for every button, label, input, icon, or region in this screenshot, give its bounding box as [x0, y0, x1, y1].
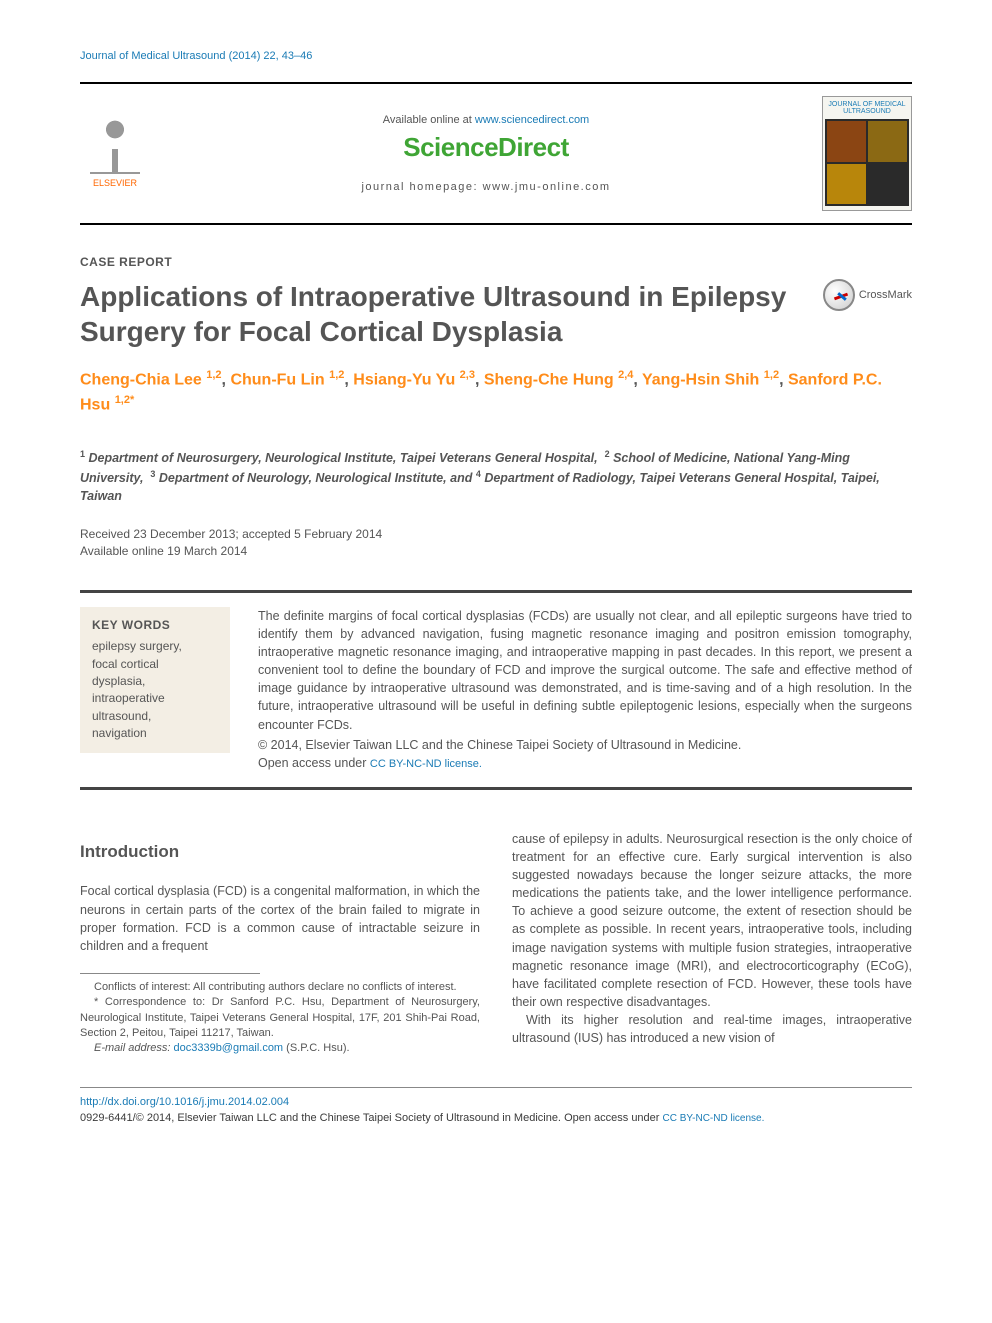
abstract-row: KEY WORDS epilepsy surgery, focal cortic… [80, 590, 912, 790]
issn-copyright: 0929-6441/© 2014, Elsevier Taiwan LLC an… [80, 1110, 912, 1127]
abstract-license: Open access under CC BY-NC-ND license. [258, 754, 912, 773]
available-online-date: Available online 19 March 2014 [80, 543, 912, 560]
correspondence-footnote: * Correspondence to: Dr Sanford P.C. Hsu… [80, 995, 480, 1041]
journal-reference: Journal of Medical Ultrasound (2014) 22,… [80, 50, 912, 62]
homepage-url[interactable]: www.jmu-online.com [483, 181, 611, 193]
body-columns: Introduction Focal cortical dysplasia (F… [80, 830, 912, 1057]
keywords-list: epilepsy surgery, focal cortical dysplas… [92, 638, 218, 742]
homepage-label: journal homepage: [361, 181, 482, 193]
keywords-title: KEY WORDS [92, 617, 218, 634]
license-link[interactable]: CC BY-NC-ND license. [370, 758, 482, 770]
available-online-text: Available online at www.sciencedirect.co… [170, 114, 802, 126]
abstract-copyright: © 2014, Elsevier Taiwan LLC and the Chin… [258, 736, 912, 754]
email-suffix: (S.P.C. Hsu). [283, 1042, 349, 1054]
homepage-text: journal homepage: www.jmu-online.com [170, 181, 802, 193]
section-title-introduction: Introduction [80, 840, 480, 865]
header-box: ELSEVIER Available online at www.science… [80, 82, 912, 225]
doi-link[interactable]: http://dx.doi.org/10.1016/j.jmu.2014.02.… [80, 1094, 912, 1111]
crossmark-icon [823, 279, 855, 311]
crossmark-label: CrossMark [859, 289, 912, 301]
crossmark-widget[interactable]: CrossMark [823, 279, 912, 311]
email-label: E-mail address: [94, 1042, 173, 1054]
publisher-name: ELSEVIER [93, 178, 137, 188]
sciencedirect-brand: ScienceDirect [170, 132, 802, 163]
header-center: Available online at www.sciencedirect.co… [170, 114, 802, 193]
received-accepted: Received 23 December 2013; accepted 5 Fe… [80, 526, 912, 543]
cover-title: JOURNAL OF MEDICAL ULTRASOUND [825, 101, 909, 115]
intro-para2: With its higher resolution and real-time… [512, 1011, 912, 1047]
conflicts-footnote: Conflicts of interest: All contributing … [80, 980, 480, 995]
available-label: Available online at [383, 114, 475, 126]
elsevier-tree-icon [90, 119, 140, 174]
authors-list: Cheng-Chia Lee 1,2, Chun-Fu Lin 1,2, Hsi… [80, 367, 912, 418]
sciencedirect-link[interactable]: www.sciencedirect.com [475, 114, 589, 126]
footer-license-prefix: Open access under [564, 1112, 662, 1124]
intro-para1-cont: cause of epilepsy in adults. Neurosurgic… [512, 830, 912, 1011]
article-dates: Received 23 December 2013; accepted 5 Fe… [80, 526, 912, 560]
title-row: Applications of Intraoperative Ultrasoun… [80, 279, 912, 349]
footnote-separator [80, 973, 260, 974]
abstract-body: The definite margins of focal cortical d… [258, 609, 912, 732]
keywords-box: KEY WORDS epilepsy surgery, focal cortic… [80, 607, 230, 753]
elsevier-logo: ELSEVIER [80, 119, 150, 188]
page-footer: http://dx.doi.org/10.1016/j.jmu.2014.02.… [80, 1087, 912, 1127]
journal-cover-thumb: JOURNAL OF MEDICAL ULTRASOUND [822, 96, 912, 211]
license-prefix: Open access under [258, 756, 370, 770]
footnotes: Conflicts of interest: All contributing … [80, 980, 480, 1057]
email-link[interactable]: doc3339b@gmail.com [173, 1042, 283, 1054]
article-title: Applications of Intraoperative Ultrasoun… [80, 279, 803, 349]
cover-images [825, 119, 909, 206]
article-type: CASE REPORT [80, 255, 912, 269]
intro-para1: Focal cortical dysplasia (FCD) is a cong… [80, 882, 480, 955]
email-footnote: E-mail address: doc3339b@gmail.com (S.P.… [80, 1041, 480, 1056]
affiliations: 1 Department of Neurosurgery, Neurologic… [80, 448, 912, 507]
footer-license-link[interactable]: CC BY-NC-ND license. [663, 1113, 765, 1124]
abstract-text: The definite margins of focal cortical d… [258, 607, 912, 773]
issn-text: 0929-6441/© 2014, Elsevier Taiwan LLC an… [80, 1112, 564, 1124]
